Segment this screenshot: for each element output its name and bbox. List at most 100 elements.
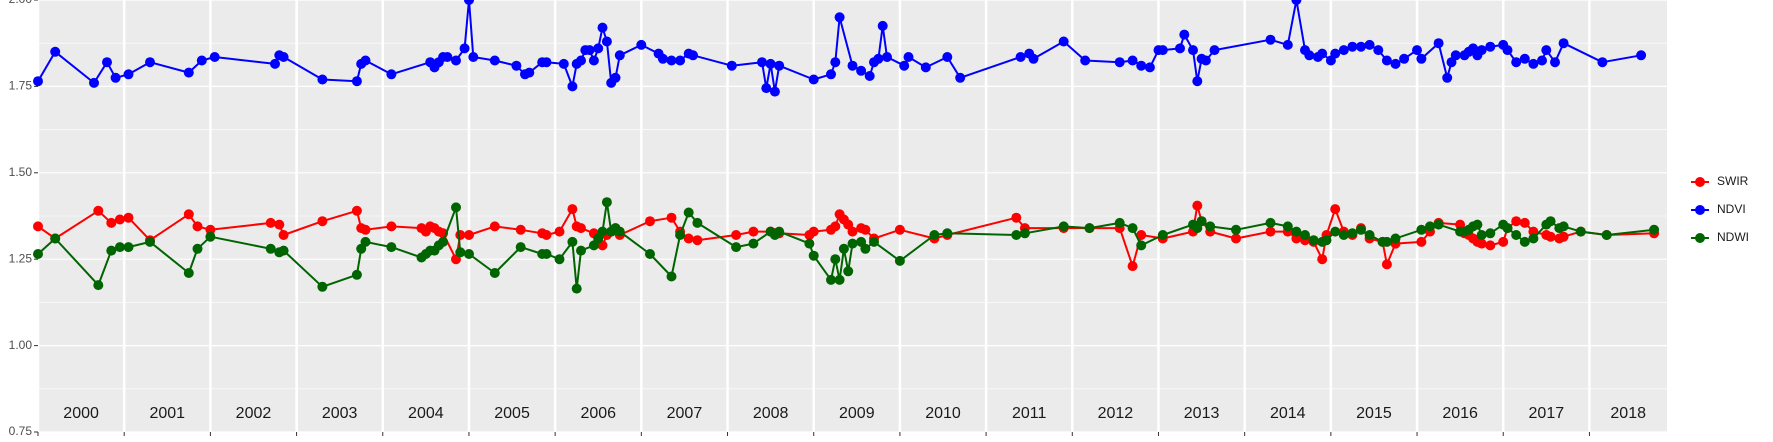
data-point-ndvi (830, 57, 841, 68)
data-point-swir (106, 217, 117, 228)
data-point-swir (554, 226, 565, 237)
data-point-ndwi (843, 266, 854, 277)
data-point-ndwi (1282, 221, 1293, 232)
data-point-swir (1476, 238, 1487, 249)
data-point-ndwi (351, 269, 362, 280)
year-label-2014: 2014 (1270, 405, 1306, 422)
data-point-ndvi (278, 52, 289, 62)
data-point-ndvi (1080, 55, 1091, 66)
data-point-ndvi (826, 69, 836, 80)
data-point-ndwi (455, 247, 466, 258)
data-point-swir (847, 226, 858, 237)
data-point-ndvi (688, 50, 698, 61)
data-point-ndwi (145, 236, 155, 247)
data-point-ndwi (205, 231, 216, 242)
data-point-ndwi (1425, 221, 1435, 232)
data-point-swir (731, 230, 742, 240)
data-point-ndvi (196, 55, 207, 66)
data-point-ndvi (386, 69, 397, 80)
data-point-ndwi (804, 238, 815, 249)
data-point-ndvi (1209, 45, 1220, 56)
data-point-ndwi (554, 254, 565, 265)
data-point-swir (360, 224, 371, 235)
data-point-ndwi (1291, 226, 1302, 237)
data-point-swir (274, 219, 285, 230)
data-point-ndvi (1356, 41, 1366, 52)
data-point-ndvi (856, 65, 867, 76)
data-point-ndvi (123, 69, 134, 80)
data-point-ndwi (1196, 216, 1207, 227)
data-point-ndvi (1381, 55, 1392, 66)
data-point-ndvi (50, 46, 61, 57)
data-point-ndwi (1381, 236, 1392, 247)
data-point-ndvi (209, 52, 220, 62)
data-point-swir (1519, 217, 1530, 228)
data-point-ndvi (511, 60, 522, 71)
data-point-ndvi (102, 57, 112, 68)
year-label-2017: 2017 (1529, 405, 1565, 422)
data-point-ndvi (942, 52, 953, 62)
data-point-ndwi (576, 245, 586, 256)
data-point-ndvi (1028, 53, 1039, 64)
legend-label: NDVI (1717, 202, 1746, 216)
data-point-ndvi (1416, 53, 1427, 64)
series-ndwi (33, 197, 1660, 294)
data-point-ndwi (1330, 226, 1341, 237)
legend-key-point (1695, 177, 1705, 187)
data-point-ndwi (1649, 224, 1660, 235)
data-point-ndwi (183, 268, 194, 278)
data-point-ndwi (567, 236, 578, 247)
data-point-ndwi (894, 255, 905, 266)
data-point-ndvi (1291, 0, 1302, 5)
data-point-ndvi (873, 53, 884, 64)
data-point-ndwi (1485, 228, 1496, 239)
data-point-swir (1127, 261, 1138, 272)
y-tick-label: 0.75 (9, 424, 33, 438)
data-point-ndwi (1356, 224, 1366, 235)
y-tick-label: 2.00 (9, 0, 33, 6)
data-point-ndwi (50, 233, 61, 244)
data-point-ndwi (438, 236, 449, 247)
data-point-ndwi (1019, 228, 1030, 239)
data-point-ndvi (451, 55, 461, 66)
data-point-swir (1317, 254, 1328, 265)
data-point-ndwi (692, 217, 703, 228)
data-point-swir (1558, 231, 1569, 242)
data-point-swir (114, 214, 125, 225)
data-point-ndvi (657, 53, 668, 64)
data-point-swir (183, 209, 194, 220)
data-point-ndvi (1144, 62, 1155, 73)
data-point-ndvi (757, 57, 767, 68)
data-point-ndwi (942, 228, 953, 239)
data-point-ndwi (1519, 236, 1530, 247)
data-point-ndvi (636, 39, 647, 50)
legend-label: SWIR (1717, 174, 1749, 188)
series-layer (33, 0, 1660, 294)
data-point-swir (317, 216, 328, 227)
year-label-2008: 2008 (753, 405, 789, 422)
data-point-ndwi (748, 238, 759, 249)
y-tick-label: 1.25 (9, 251, 33, 265)
data-point-ndwi (1476, 230, 1487, 240)
data-point-ndwi (1390, 233, 1401, 244)
year-label-2003: 2003 (322, 405, 358, 422)
data-point-ndwi (1528, 233, 1539, 244)
data-point-swir (748, 226, 759, 237)
data-point-ndwi (192, 243, 203, 254)
legend: SWIR NDVI NDWI (1691, 174, 1749, 244)
data-point-ndvi (955, 72, 966, 83)
data-point-swir (515, 224, 526, 235)
data-point-ndwi (1205, 221, 1216, 232)
data-point-swir (808, 226, 819, 237)
data-point-ndvi (1058, 36, 1069, 47)
data-point-ndvi (588, 55, 599, 66)
year-label-2013: 2013 (1184, 405, 1220, 422)
data-point-swir (1528, 226, 1539, 237)
data-point-ndwi (1472, 219, 1483, 230)
data-point-ndvi (183, 67, 194, 78)
legend-key-point (1695, 205, 1705, 215)
data-point-ndvi (1399, 53, 1410, 64)
data-point-ndwi (847, 238, 858, 249)
data-point-ndvi (442, 52, 453, 62)
